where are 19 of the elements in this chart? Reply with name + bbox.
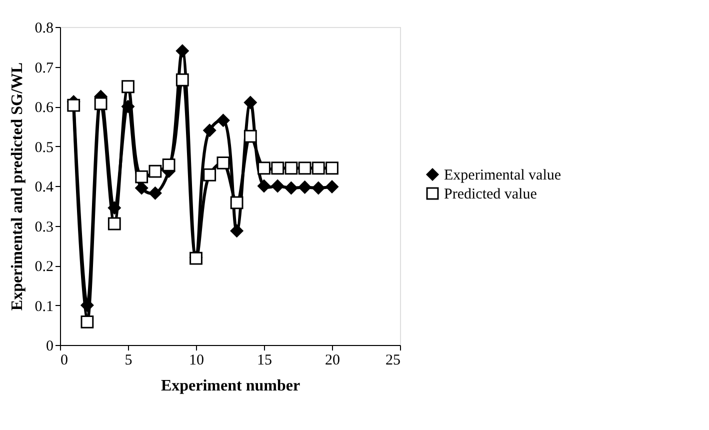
y-tick-label: 0.8: [34, 20, 54, 36]
y-tick-label: 0.3: [34, 219, 54, 236]
y-tick-label: 0.5: [34, 140, 54, 156]
legend-label: Predicted value: [444, 186, 538, 202]
y-tick-label: 0.7: [34, 60, 54, 76]
y-tick-label: 0.4: [34, 180, 54, 196]
x-tick-label: 0: [60, 352, 68, 368]
y-tick-label: 0.1: [34, 298, 54, 315]
x-tick-label: 10: [189, 352, 204, 368]
y-tick-label: 0.2: [34, 259, 54, 275]
x-axis-title: Experiment number: [160, 378, 300, 394]
x-tick-label: 15: [257, 352, 272, 368]
y-axis-title: Experimental and predicted SG/WL: [8, 62, 26, 311]
y-tick-label: 0: [46, 338, 54, 354]
x-tick-label: 20: [325, 352, 340, 368]
x-tick-label: 25: [386, 352, 400, 368]
legend-label: Experimental value: [444, 168, 562, 184]
y-tick-label: 0.6: [34, 100, 54, 116]
x-tick-label: 5: [124, 352, 132, 368]
